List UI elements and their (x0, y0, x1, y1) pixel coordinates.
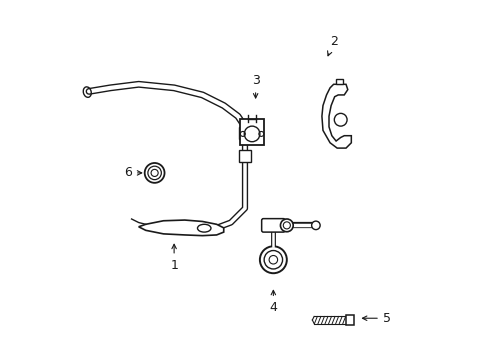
Text: 2: 2 (328, 35, 338, 56)
Text: 1: 1 (170, 244, 178, 271)
Text: 6: 6 (124, 166, 142, 179)
Polygon shape (139, 220, 224, 236)
Polygon shape (336, 79, 343, 84)
Circle shape (312, 221, 320, 230)
Polygon shape (239, 150, 251, 162)
Text: 4: 4 (270, 291, 277, 314)
Polygon shape (239, 127, 251, 139)
Circle shape (145, 163, 165, 183)
FancyBboxPatch shape (345, 315, 354, 325)
FancyBboxPatch shape (262, 219, 285, 232)
Circle shape (280, 219, 293, 232)
Text: 3: 3 (252, 74, 260, 98)
Text: 5: 5 (363, 312, 391, 325)
Circle shape (260, 246, 287, 273)
FancyBboxPatch shape (240, 119, 264, 145)
Polygon shape (322, 84, 351, 148)
